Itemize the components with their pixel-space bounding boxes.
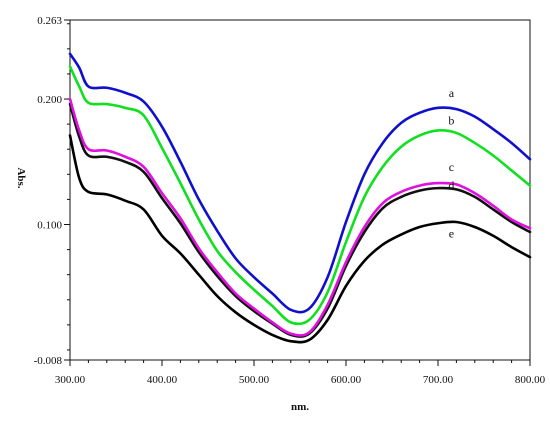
series-label-b: b (448, 113, 454, 127)
series-line-c (68, 97, 532, 337)
x-axis-label: nm. (291, 401, 309, 413)
series-line-e (68, 134, 532, 344)
x-tick-label: 600.00 (331, 374, 362, 386)
y-tick-label: -0.008 (34, 355, 63, 367)
plot-layer: 300.00 400.00 500.00 600.00 700.00 800.00 0.26… (15, 15, 546, 413)
series-label-a: a (449, 86, 455, 100)
x-tick-label: 800.00 (515, 374, 546, 386)
series-label-c: c (449, 160, 454, 174)
series-label-d: d (448, 179, 454, 193)
series-line-b (68, 65, 532, 326)
x-tick-label: 500.00 (239, 374, 270, 386)
y-axis-label: Abs. (15, 167, 27, 188)
x-tick-label: 700.00 (423, 374, 454, 386)
y-tick-label: 0.200 (37, 94, 62, 106)
y-tick-label: 0.100 (37, 220, 62, 232)
y-tick-label: 0.263 (37, 15, 62, 27)
series-label-e: e (449, 226, 454, 240)
series-line-a (68, 52, 532, 314)
x-tick-label: 300.00 (55, 374, 86, 386)
x-tick-label: 400.00 (147, 374, 178, 386)
